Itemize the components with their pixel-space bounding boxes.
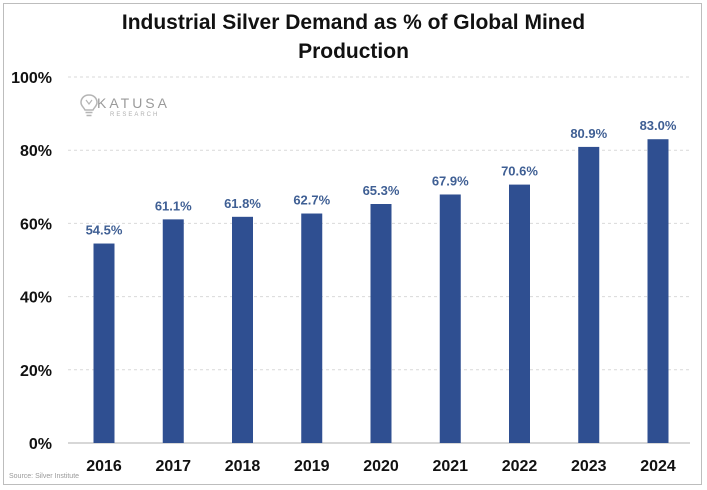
x-tick-label: 2017 xyxy=(155,458,191,475)
chart-title-line-2: Production xyxy=(298,40,409,63)
lightbulb-icon xyxy=(80,94,98,117)
bar xyxy=(578,146,600,443)
data-label: 70.6% xyxy=(501,164,538,179)
bar xyxy=(509,184,530,443)
y-tick-label: 100% xyxy=(11,70,52,87)
data-label: 83.0% xyxy=(640,118,677,133)
y-tick-label: 40% xyxy=(20,290,52,307)
x-tick-label: 2022 xyxy=(502,458,538,475)
x-tick-label: 2021 xyxy=(432,458,468,475)
x-tick-label: 2023 xyxy=(571,458,607,475)
data-labels: 54.5% 61.1% 61.8% 62.7% 65.3% 67.9% 70.6% 80.9%… xyxy=(86,118,677,237)
bar xyxy=(647,139,669,443)
chart-title-line-1: Industrial Silver Demand as % of Global … xyxy=(121,11,586,34)
bars xyxy=(93,139,669,443)
source-note: Source: Silver Institute xyxy=(9,473,80,480)
bar xyxy=(93,243,115,443)
chart-title: Industrial Silver Demand as % of Global … xyxy=(0,8,707,66)
x-tick-label: 2018 xyxy=(225,458,261,475)
bar xyxy=(301,213,323,443)
x-axis-ticks: 2016 2017 2018 2019 2020 2021 2022 2023 2024 xyxy=(86,458,676,475)
data-label: 61.8% xyxy=(224,196,261,211)
bar xyxy=(439,194,461,443)
data-label: 80.9% xyxy=(570,126,607,141)
data-label: 67.9% xyxy=(432,173,469,188)
x-tick-label: 2020 xyxy=(363,458,399,475)
y-axis-ticks: 0% 20% 40% 60% 80% 100% xyxy=(11,70,52,453)
data-label: 65.3% xyxy=(363,183,400,198)
data-label: 61.1% xyxy=(155,198,192,213)
bar xyxy=(162,219,184,443)
logo-name: KATUSA xyxy=(97,95,170,111)
x-tick-label: 2016 xyxy=(86,458,122,475)
y-tick-label: 80% xyxy=(20,143,52,160)
y-tick-label: 0% xyxy=(29,436,52,453)
x-tick-label: 2019 xyxy=(294,458,330,475)
bar xyxy=(232,216,253,443)
y-tick-label: 60% xyxy=(20,216,52,233)
x-tick-label: 2024 xyxy=(640,458,676,475)
bar xyxy=(370,204,392,443)
logo-subtitle: RESEARCH xyxy=(110,112,160,118)
data-label: 62.7% xyxy=(293,193,330,208)
y-tick-label: 20% xyxy=(20,363,52,380)
data-label: 54.5% xyxy=(86,223,123,238)
